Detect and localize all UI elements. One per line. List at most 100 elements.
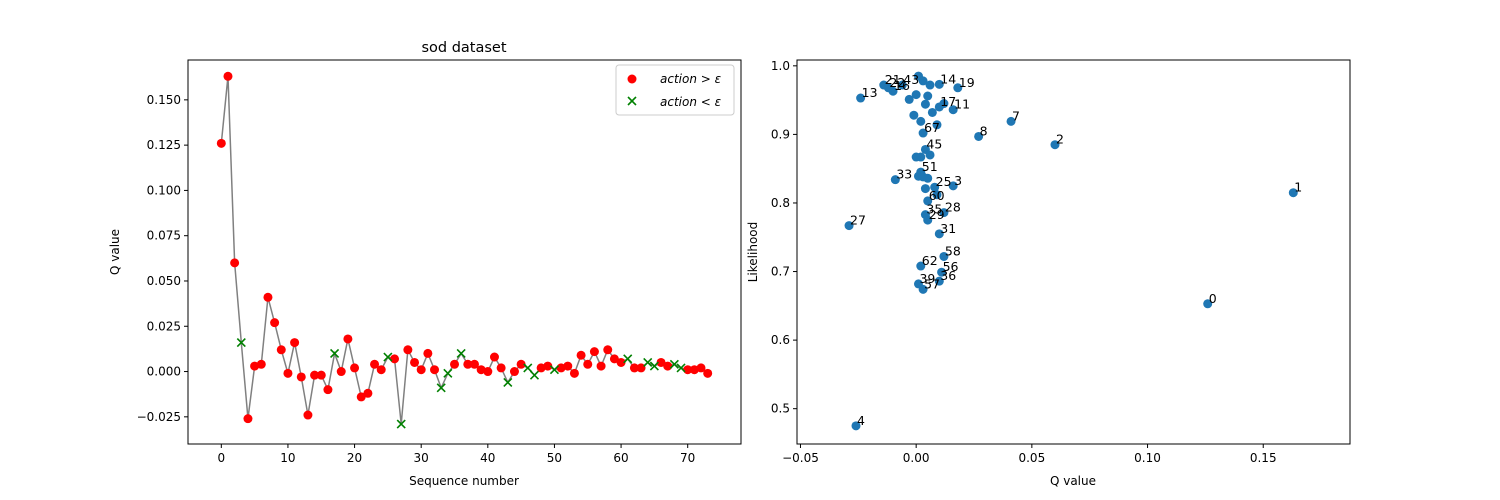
- scatter-point-label: 25: [936, 174, 952, 189]
- data-point-action-above: [403, 345, 413, 355]
- scatter-point: [948, 105, 958, 115]
- q-value-sequence-chart: sod dataset 0 10 20 30 40 50 60 70 −0.025 0.000 0…: [108, 40, 742, 488]
- data-point-action-above: [230, 258, 240, 268]
- data-point-action-below: [669, 359, 679, 369]
- data-point-action-above: [663, 361, 673, 371]
- y-axis-label: Likelihood: [746, 222, 760, 283]
- data-point-action-above: [316, 370, 326, 380]
- data-point-action-above: [696, 363, 706, 373]
- data-point-action-below: [383, 352, 393, 362]
- data-point-action-above: [270, 318, 280, 328]
- data-point-action-above: [216, 138, 226, 148]
- scatter-point-label: 56: [943, 259, 959, 274]
- scatter-point-label: 7: [1012, 108, 1020, 123]
- data-point-action-above: [489, 352, 499, 362]
- q-value-marker-layer: [216, 71, 713, 429]
- scatter-point-label: 27: [850, 213, 866, 228]
- data-point-action-above: [543, 361, 553, 371]
- scatter-point: [918, 76, 928, 86]
- x-axis-ticks: 0 10 20 30 40 50 60 70: [217, 444, 695, 465]
- scatter-point-label: 28: [945, 200, 961, 215]
- legend-label-action-below: action < ε: [660, 95, 722, 109]
- x-tick-label: 40: [480, 451, 495, 465]
- scatter-point-label: 57: [924, 276, 940, 291]
- scatter-point: [883, 83, 893, 93]
- y-tick-label: 0.025: [147, 319, 181, 333]
- data-point-action-above: [243, 414, 253, 424]
- right-plot-frame: [796, 59, 1351, 445]
- data-point-action-above: [256, 359, 266, 369]
- data-point-action-below: [676, 363, 686, 373]
- scatter-point: [923, 173, 933, 183]
- data-point-action-above: [616, 357, 626, 367]
- scatter-point-label: 16: [894, 78, 910, 93]
- y-axis-label: Q value: [108, 229, 122, 275]
- data-point-action-above: [336, 367, 346, 377]
- data-point-action-above: [390, 354, 400, 364]
- y-tick-label: 0.050: [147, 274, 181, 288]
- scatter-point-label: 51: [922, 159, 938, 174]
- y-axis-ticks: 0.5 0.6 0.7 0.8 0.9 1.0: [771, 59, 797, 416]
- data-point-action-below: [443, 368, 453, 378]
- scatter-point: [1288, 188, 1298, 198]
- legend-frame: [615, 64, 735, 116]
- y-tick-label: 0.100: [147, 183, 181, 197]
- scatter-point: [916, 116, 926, 126]
- scatter-point: [1050, 140, 1060, 150]
- scatter-point-label: 13: [862, 85, 878, 100]
- scatter-point: [911, 152, 921, 162]
- scatter-point-label: 3: [954, 173, 962, 188]
- scatter-point: [932, 190, 942, 200]
- data-point-action-above: [223, 71, 233, 81]
- scatter-point-label: 21: [885, 72, 901, 87]
- data-point-action-above: [370, 359, 380, 369]
- y-tick-label: 0.9: [771, 127, 790, 141]
- data-point-action-above: [636, 363, 646, 373]
- scatter-point-label: 33: [896, 167, 912, 182]
- scatter-point-label: 60: [929, 188, 945, 203]
- scatter-point-label: 2: [1056, 132, 1064, 147]
- data-point-action-below: [436, 383, 446, 393]
- y-tick-label: 0.125: [147, 138, 181, 152]
- scatter-point-label: 1: [1294, 180, 1302, 195]
- scatter-point: [925, 80, 935, 90]
- data-point-action-above: [323, 385, 333, 395]
- scatter-point-label: 62: [922, 253, 938, 268]
- data-point-action-below: [456, 348, 466, 358]
- x-tick-label: 10: [280, 451, 295, 465]
- y-tick-label: 0.000: [147, 365, 181, 379]
- data-point-action-above: [576, 350, 586, 360]
- scatter-point: [916, 261, 926, 271]
- scatter-point-layer: [844, 71, 1298, 431]
- data-point-action-above: [290, 338, 300, 348]
- scatter-point-label: 58: [945, 243, 961, 258]
- data-point-action-above: [656, 357, 666, 367]
- x-axis-label: Q value: [1050, 474, 1096, 488]
- scatter-point: [897, 80, 907, 90]
- x-tick-label: 70: [680, 451, 695, 465]
- scatter-point: [939, 208, 949, 218]
- scatter-point: [856, 93, 866, 103]
- left-plot-frame: [187, 59, 742, 445]
- scatter-point: [918, 128, 928, 138]
- data-point-action-above: [563, 361, 573, 371]
- scatter-point: [934, 79, 944, 89]
- y-tick-label: 0.7: [771, 265, 790, 279]
- data-point-action-above: [629, 363, 639, 373]
- data-point-action-above: [416, 365, 426, 375]
- data-point-action-below: [523, 363, 533, 373]
- scatter-point: [920, 210, 930, 220]
- scatter-point: [923, 196, 933, 206]
- scatter-point-label: 17: [940, 94, 956, 109]
- x-tick-label: −0.05: [782, 451, 819, 465]
- data-point-action-below: [236, 338, 246, 348]
- scatter-point: [890, 175, 900, 185]
- scatter-point-label: 0: [1209, 291, 1217, 306]
- y-axis-ticks: −0.025 0.000 0.025 0.050 0.075 0.100 0.125 0.15…: [137, 93, 188, 424]
- scatter-point: [974, 131, 984, 141]
- data-point-action-below: [643, 357, 653, 368]
- y-tick-label: 0.150: [147, 93, 181, 107]
- scatter-point-label: 35: [926, 202, 942, 217]
